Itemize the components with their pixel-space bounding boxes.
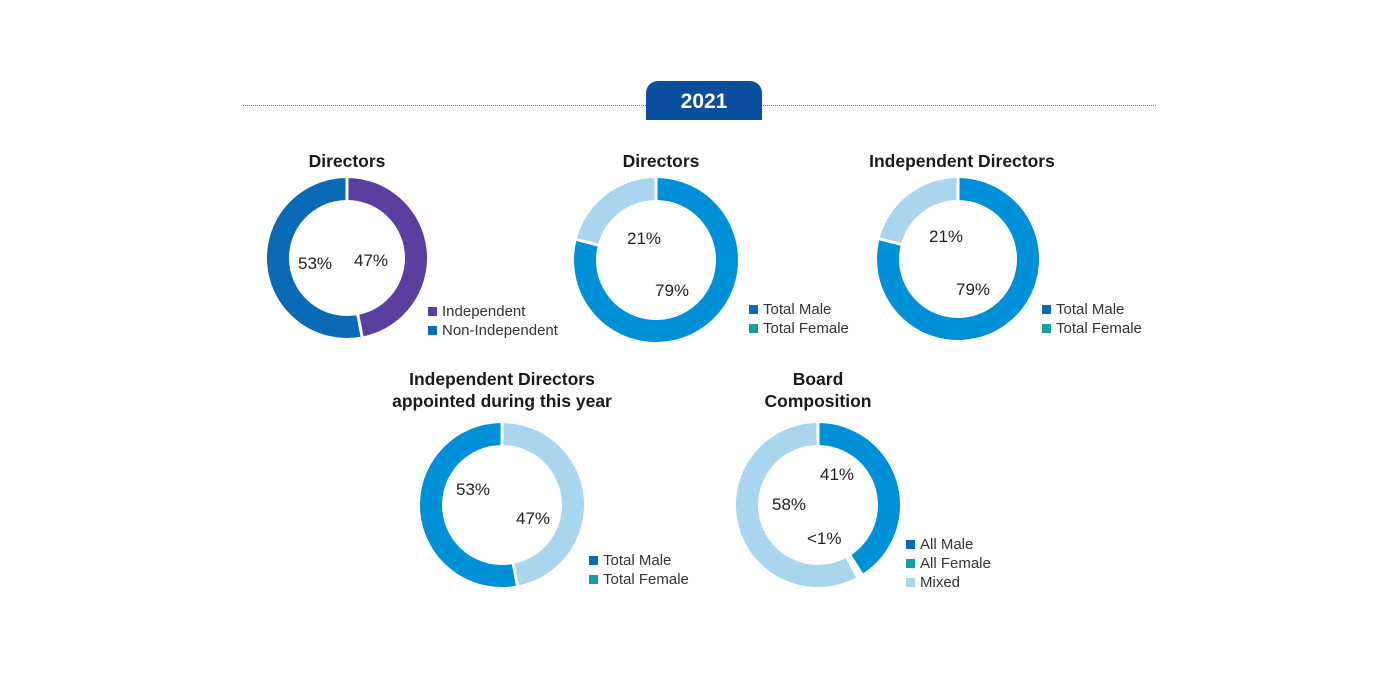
slice-label-non-independent: 53% (298, 254, 333, 273)
donut-appointed-gender (419, 422, 584, 587)
legend-item: Total Female (589, 570, 689, 589)
donut-slice-total-female (576, 178, 656, 246)
legend-label: Independent (442, 303, 526, 320)
legend-item: All Male (906, 535, 991, 554)
legend-swatch (749, 305, 758, 314)
legend: Total Male Total Female (1042, 300, 1142, 338)
chart-title-line: appointed during this year (392, 391, 612, 411)
legend: Total Male Total Female (749, 300, 849, 338)
legend-label: Total Female (763, 320, 849, 337)
legend-item: Independent (428, 302, 558, 321)
legend-item: Mixed (906, 573, 991, 592)
legend-label: Total Male (763, 301, 832, 318)
legend-item: Total Male (589, 551, 689, 570)
legend-swatch (589, 575, 598, 584)
donut-directors-gender (574, 177, 738, 343)
donut-slice-non-independent (266, 178, 362, 338)
chart-title: Board Composition (748, 368, 888, 412)
slice-label-independent: 47% (354, 251, 389, 270)
legend-label: Total Female (603, 571, 689, 588)
legend-label: Total Male (603, 552, 672, 569)
legend-swatch (428, 307, 437, 316)
legend-item: All Female (906, 554, 991, 573)
slice-label-male: 79% (655, 281, 690, 300)
legend-swatch (1042, 305, 1051, 314)
slice-label-all-female: <1% (807, 529, 842, 548)
slice-label-male: 79% (956, 280, 991, 299)
legend-item: Non-Independent (428, 321, 558, 340)
slice-separator (845, 555, 860, 579)
slice-label-male: 53% (456, 480, 491, 499)
slice-label-female: 21% (929, 227, 964, 246)
legend: Total Male Total Female (589, 551, 689, 589)
legend-swatch (906, 578, 915, 587)
chart-title: Independent Directors appointed during t… (372, 368, 632, 412)
slice-label-female: 21% (627, 229, 662, 248)
legend-swatch (428, 326, 437, 335)
chart-title: Directors (308, 151, 386, 171)
legend-item: Total Female (749, 319, 849, 338)
donut-slice-total-male (419, 423, 518, 587)
legend-label: Total Female (1056, 320, 1142, 337)
slice-label-female: 47% (516, 509, 551, 528)
legend: All Male All Female Mixed (906, 535, 991, 592)
donut-slice-mixed (736, 423, 858, 587)
legend-label: Total Male (1056, 301, 1125, 318)
chart-title-line: Board (792, 369, 844, 389)
legend-item: Total Male (1042, 300, 1142, 319)
donut-slice-all-male (818, 423, 900, 575)
legend-swatch (906, 540, 915, 549)
legend-swatch (589, 556, 598, 565)
legend-swatch (749, 324, 758, 333)
legend-item: Total Female (1042, 319, 1142, 338)
donut-directors-independence (266, 177, 427, 338)
slice-label-mixed: 58% (772, 495, 807, 514)
chart-title: Independent Directors (869, 151, 1055, 171)
chart-title-line: Independent Directors (409, 369, 595, 389)
slice-separator (511, 562, 520, 587)
legend-swatch (1042, 324, 1051, 333)
chart-title: Directors (622, 151, 700, 171)
slice-label-all-male: 41% (820, 465, 855, 484)
legend-swatch (906, 559, 915, 568)
donut-slice-total-female (879, 178, 958, 245)
donut-independent-directors-gender (876, 177, 1039, 340)
donut-slice-total-female (502, 423, 584, 586)
legend: Independent Non-Independent (428, 302, 558, 340)
slice-separator (848, 554, 864, 576)
legend-label: Non-Independent (442, 322, 558, 339)
year-tab: 2021 (646, 81, 762, 120)
donut-slice-independent (347, 178, 427, 337)
slice-separator (575, 237, 600, 247)
chart-title-line: Composition (764, 391, 872, 411)
slice-separator (878, 237, 903, 247)
legend-item: Total Male (749, 300, 849, 319)
donut-slice-all-female (846, 555, 862, 577)
legend-label: Mixed (920, 574, 961, 591)
slice-separator (356, 313, 364, 338)
legend-label: All Male (920, 536, 974, 553)
donut-board-composition (736, 422, 900, 587)
legend-label: All Female (920, 555, 991, 572)
